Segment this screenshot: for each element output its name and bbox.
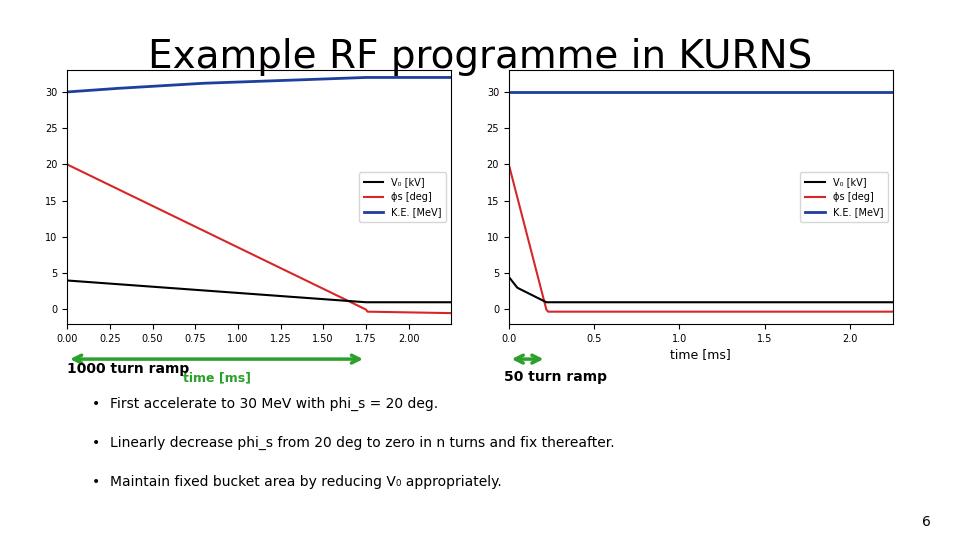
Text: Linearly decrease phi_s from 20 deg to zero in n turns and fix thereafter.: Linearly decrease phi_s from 20 deg to z…: [110, 436, 615, 450]
Text: 1000 turn ramp: 1000 turn ramp: [67, 362, 189, 376]
X-axis label: time [ms]: time [ms]: [670, 348, 732, 361]
Text: Example RF programme in KURNS: Example RF programme in KURNS: [148, 38, 812, 76]
Text: First accelerate to 30 MeV with phi_s = 20 deg.: First accelerate to 30 MeV with phi_s = …: [110, 397, 439, 411]
Text: •: •: [92, 397, 100, 411]
Text: 50 turn ramp: 50 turn ramp: [504, 370, 607, 384]
Legend: V₀ [kV], ϕs [deg], K.E. [MeV]: V₀ [kV], ϕs [deg], K.E. [MeV]: [359, 172, 446, 222]
Text: •: •: [92, 475, 100, 489]
Text: Maintain fixed bucket area by reducing V₀ appropriately.: Maintain fixed bucket area by reducing V…: [110, 475, 502, 489]
Legend: V₀ [kV], ϕs [deg], K.E. [MeV]: V₀ [kV], ϕs [deg], K.E. [MeV]: [801, 172, 888, 222]
Text: 6: 6: [923, 515, 931, 529]
Text: time [ms]: time [ms]: [182, 371, 251, 384]
Text: •: •: [92, 436, 100, 450]
